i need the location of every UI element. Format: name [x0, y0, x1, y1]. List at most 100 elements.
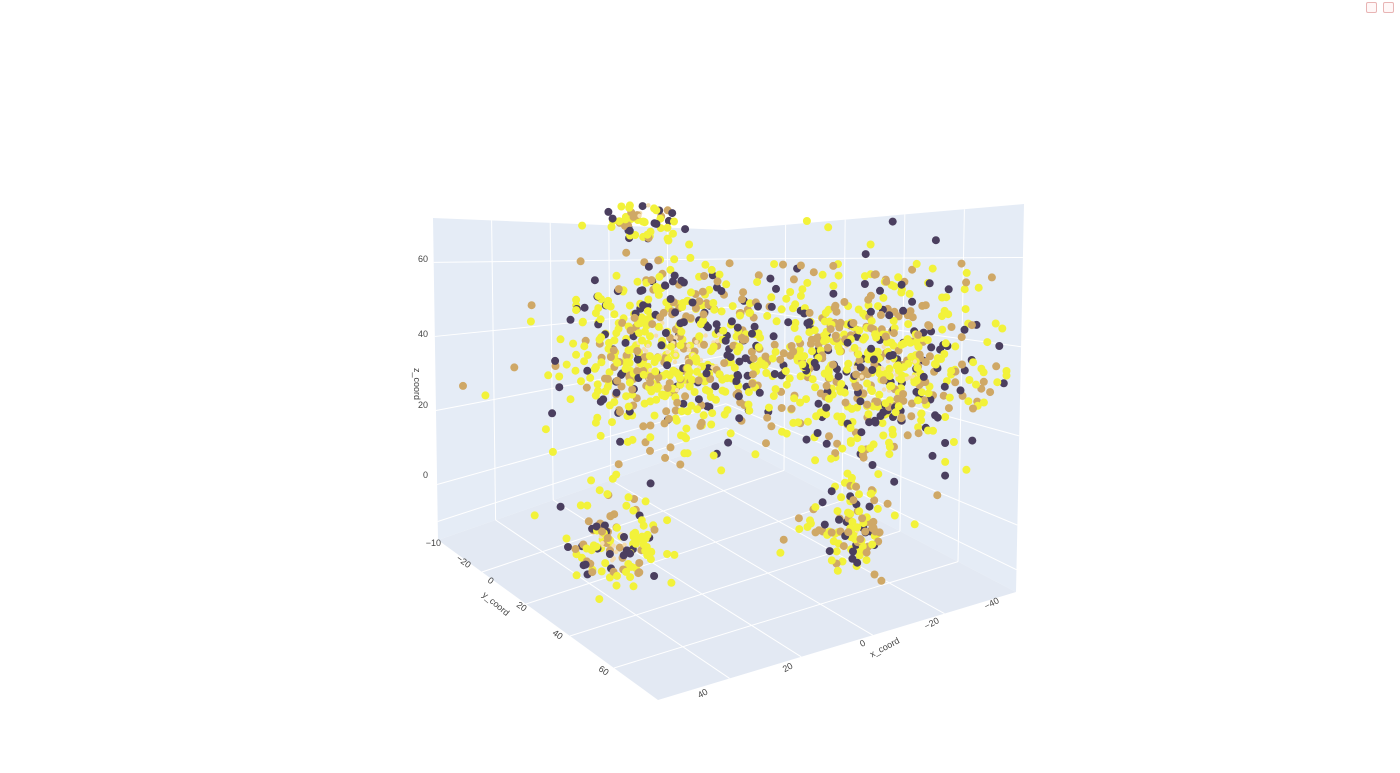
data-point — [848, 517, 857, 526]
data-point — [571, 366, 580, 375]
data-point — [672, 416, 681, 425]
data-point — [866, 444, 875, 453]
data-point — [885, 311, 894, 320]
grid-line — [725, 257, 1023, 260]
data-point — [676, 341, 685, 350]
grid-line — [495, 519, 730, 679]
data-point — [616, 407, 624, 416]
data-point — [590, 276, 599, 285]
data-point — [871, 418, 880, 427]
data-point — [666, 443, 675, 452]
data-point — [876, 311, 885, 319]
z-axis-title: z_coord — [412, 368, 422, 400]
data-point — [779, 535, 788, 544]
data-point — [657, 341, 666, 350]
data-point — [995, 342, 1004, 350]
data-point — [644, 295, 653, 304]
data-point — [869, 355, 878, 364]
data-point — [940, 350, 949, 358]
data-point — [684, 371, 693, 380]
data-point — [755, 388, 764, 397]
data-point — [929, 426, 937, 435]
data-point — [583, 501, 592, 510]
data-point — [820, 317, 829, 326]
data-point — [839, 542, 848, 551]
z-tick: 60 — [418, 254, 428, 264]
data-point — [810, 358, 819, 367]
x-tick: 0 — [858, 638, 867, 649]
data-point — [628, 385, 637, 394]
data-point — [744, 400, 753, 409]
data-point — [941, 413, 950, 421]
data-point — [972, 380, 980, 389]
data-point — [837, 493, 846, 502]
data-point — [914, 429, 923, 438]
data-point — [827, 556, 836, 565]
data-point — [661, 281, 669, 290]
zoom-icon[interactable] — [1383, 2, 1394, 13]
data-point — [591, 363, 600, 372]
data-point — [613, 549, 619, 555]
data-point — [962, 278, 971, 287]
data-point — [903, 335, 912, 344]
data-point — [613, 358, 622, 367]
data-point — [641, 346, 647, 352]
data-point — [831, 331, 840, 340]
data-point — [745, 309, 754, 317]
data-point — [595, 595, 604, 604]
data-point — [597, 358, 606, 367]
data-point — [951, 378, 960, 387]
data-point — [840, 298, 849, 306]
data-point — [863, 400, 872, 409]
data-point — [879, 431, 888, 440]
data-point — [829, 281, 838, 290]
data-point — [629, 506, 638, 515]
data-point — [569, 339, 578, 348]
data-point — [530, 511, 539, 520]
data-point — [822, 403, 831, 412]
data-point — [925, 352, 934, 361]
data-point — [610, 310, 619, 319]
data-point — [625, 203, 634, 212]
data-point — [853, 365, 858, 370]
data-point — [605, 550, 614, 558]
data-point — [663, 361, 672, 370]
data-point — [571, 545, 580, 553]
data-point — [962, 268, 971, 277]
data-point — [622, 542, 627, 547]
data-point — [692, 354, 700, 363]
camera-icon[interactable] — [1366, 2, 1377, 13]
data-point — [864, 301, 873, 310]
data-point — [624, 402, 633, 411]
grid-line — [481, 469, 785, 573]
data-point — [914, 423, 923, 432]
y-tick: 40 — [551, 628, 565, 642]
data-point — [694, 376, 703, 385]
data-point — [933, 413, 942, 422]
data-point — [760, 361, 769, 370]
data-point — [597, 567, 606, 576]
grid-line — [437, 427, 727, 522]
data-point — [771, 385, 780, 394]
data-point — [633, 367, 642, 376]
data-point — [694, 339, 699, 345]
data-point — [612, 581, 621, 590]
data-point — [723, 374, 731, 383]
data-point — [904, 320, 913, 329]
data-point — [762, 439, 770, 448]
data-point — [829, 537, 838, 546]
data-point — [914, 330, 923, 339]
data-point — [816, 408, 825, 417]
data-point — [700, 340, 708, 349]
data-point — [894, 273, 903, 282]
data-point — [874, 537, 883, 546]
data-point — [682, 424, 691, 433]
data-point — [941, 471, 950, 480]
data-point — [925, 322, 934, 330]
data-point — [527, 301, 536, 310]
data-point — [771, 347, 780, 356]
data-point — [885, 450, 894, 459]
data-point — [789, 275, 798, 284]
data-point — [695, 297, 704, 306]
